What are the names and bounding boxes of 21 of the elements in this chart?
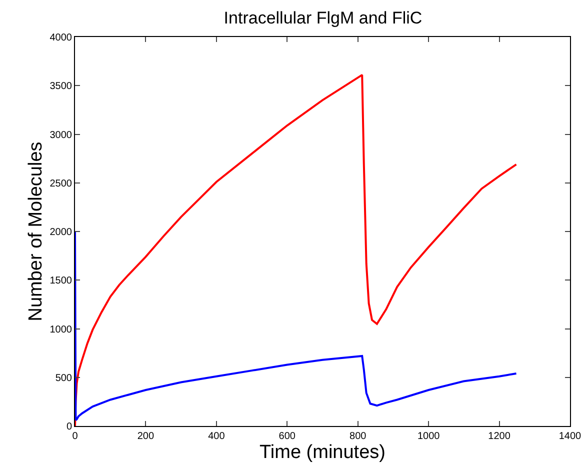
y-tick-label: 2000	[50, 227, 72, 238]
y-tick-label: 4000	[50, 32, 72, 44]
x-axis-title: Time (minutes)	[260, 442, 386, 463]
x-tick-label: 800	[350, 431, 367, 442]
y-axis-title: Number of Molecules	[26, 142, 47, 322]
line-series	[75, 74, 518, 426]
y-tick-label: 1000	[50, 324, 72, 336]
line-series	[75, 230, 518, 422]
y-tick-label: 1500	[50, 276, 72, 287]
x-tick-label: 1400	[558, 431, 582, 442]
y-tick-label: 2500	[50, 178, 72, 190]
x-tick-label: 200	[137, 431, 154, 442]
x-tick-label: 1200	[488, 431, 511, 442]
chart-title: Intracellular FlgM and FliC	[224, 8, 422, 28]
x-tick-label: 400	[208, 431, 226, 442]
y-tick-label: 3500	[50, 81, 72, 92]
y-tick-label: 0	[66, 422, 72, 432]
x-tick-label: 1000	[417, 431, 440, 442]
x-tick-label: 600	[278, 431, 296, 442]
y-tick-label: 3000	[50, 130, 72, 141]
y-tick-label: 500	[55, 372, 72, 384]
